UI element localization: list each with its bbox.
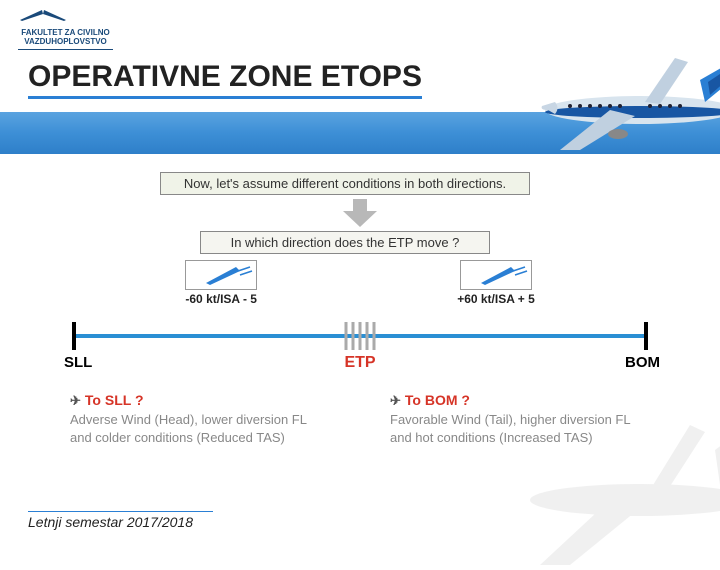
etp-diagram: Now, let's assume different conditions i… xyxy=(70,172,650,446)
arrow-down-icon xyxy=(343,199,377,227)
label-sll: SLL xyxy=(64,354,92,371)
route-line: SLL ETP BOM xyxy=(70,312,650,364)
cond-right-text: +60 kt/ISA + 5 xyxy=(457,292,535,306)
cond-left-text: -60 kt/ISA - 5 xyxy=(185,292,257,306)
question-left: ✈ To SLL ? Adverse Wind (Head), lower div… xyxy=(70,392,330,446)
airplane-decoration xyxy=(500,40,720,150)
logo-line2: VAZDUHOPLOVSTVO xyxy=(18,38,113,47)
slide-title: OPERATIVNE ZONE ETOPS xyxy=(28,60,422,99)
condition-right: +60 kt/ISA + 5 xyxy=(457,260,535,306)
conditions-row: -60 kt/ISA - 5 +60 kt/ISA + 5 xyxy=(70,260,650,306)
q-right-desc: Favorable Wind (Tail), higher diversion … xyxy=(390,411,650,446)
wind-right-icon xyxy=(461,261,533,291)
faculty-logo: FAKULTET ZA CIVILNO VAZDUHOPLOVSTVO xyxy=(18,8,113,50)
q-left-head: To SLL ? xyxy=(85,392,144,408)
question-right: ✈ To BOM ? Favorable Wind (Tail), higher … xyxy=(390,392,650,446)
plane-bullet-icon: ✈ xyxy=(390,393,401,408)
wind-left-icon xyxy=(186,261,258,291)
question-row: ✈ To SLL ? Adverse Wind (Head), lower div… xyxy=(70,392,650,446)
banner-question: In which direction does the ETP move ? xyxy=(200,231,490,254)
label-etp: ETP xyxy=(344,354,375,372)
plane-bullet-icon: ✈ xyxy=(70,393,81,408)
footer-semester: Letnji semestar 2017/2018 xyxy=(28,511,213,530)
q-left-desc: Adverse Wind (Head), lower diversion FL … xyxy=(70,411,330,446)
label-bom: BOM xyxy=(625,354,660,371)
condition-left: -60 kt/ISA - 5 xyxy=(185,260,257,306)
q-right-head: To BOM ? xyxy=(405,392,470,408)
tick-start xyxy=(72,322,76,350)
ticks-etp xyxy=(345,322,376,350)
banner-assume: Now, let's assume different conditions i… xyxy=(160,172,530,195)
logo-wings-icon xyxy=(18,8,68,22)
tick-end xyxy=(644,322,648,350)
